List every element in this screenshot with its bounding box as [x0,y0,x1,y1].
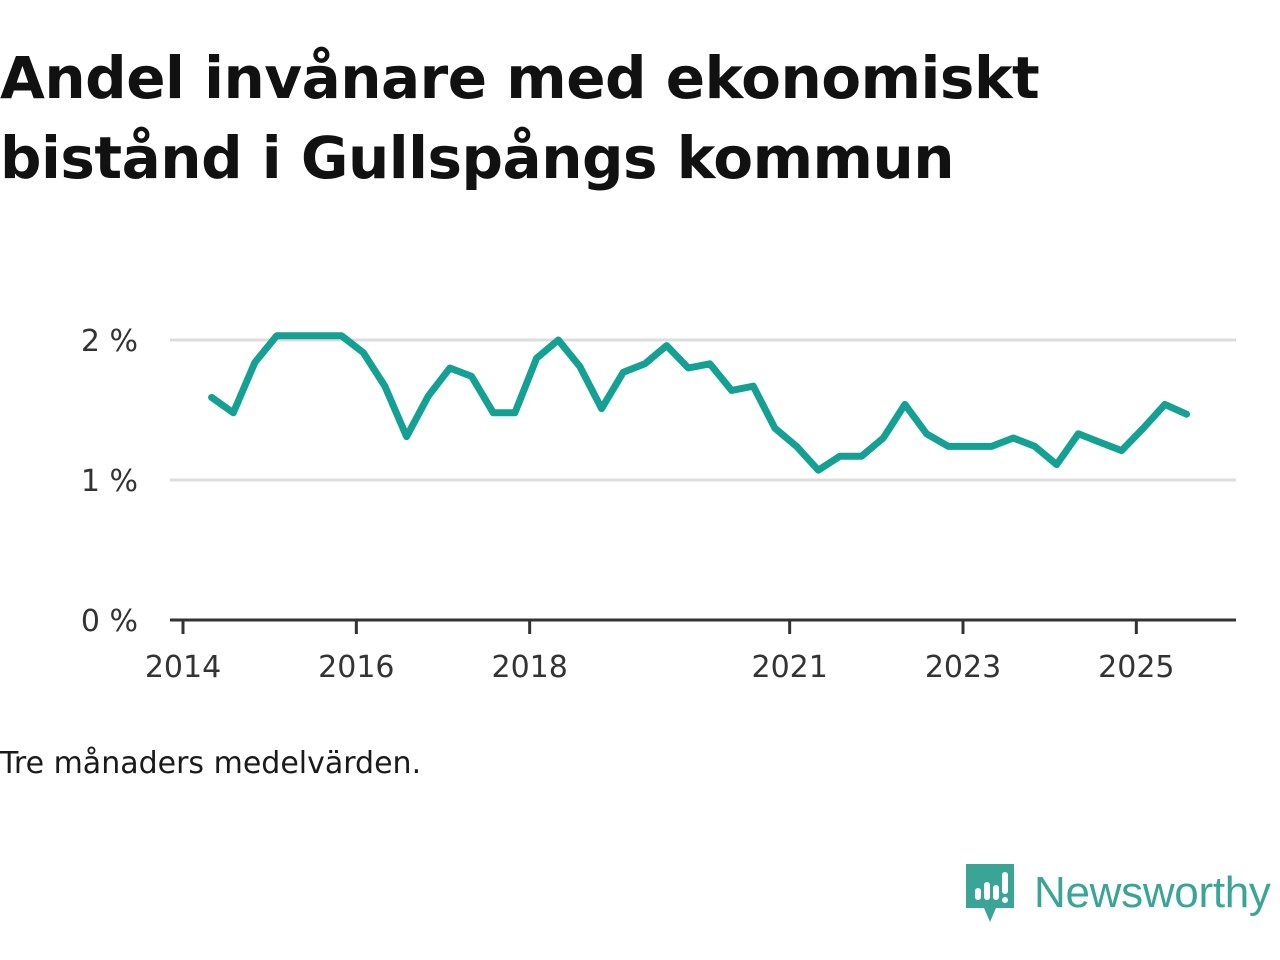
brand-name: Newsworthy [1034,868,1271,917]
x-axis: 2014 2016 2018 2021 2023 2025 [145,618,1236,685]
y-tick-label: 0 % [81,604,138,639]
newsworthy-logo-icon [966,864,1014,922]
y-tick-label: 1 % [81,464,138,499]
chart-note: Tre månaders medelvärden. [0,746,422,781]
x-tick-label: 2023 [925,650,1001,685]
x-tick-label: 2021 [751,650,827,685]
series-line [208,332,1191,474]
x-tick-label: 2025 [1098,650,1174,685]
y-axis: 0 % 1 % 2 % [81,324,138,639]
x-tick-label: 2016 [318,650,394,685]
y-tick-label: 2 % [81,324,138,359]
line-chart: 0 % 1 % 2 % 2014 2016 2018 2021 2023 2025 [81,324,1236,685]
brand-logo: Newsworthy [964,862,1271,924]
chart-title: Andel invånare med ekonomiskt bistånd i … [0,44,1040,192]
x-tick-label: 2018 [491,650,567,685]
gridlines [170,338,1236,482]
series-group [208,332,1191,474]
x-tick-label: 2014 [145,650,221,685]
